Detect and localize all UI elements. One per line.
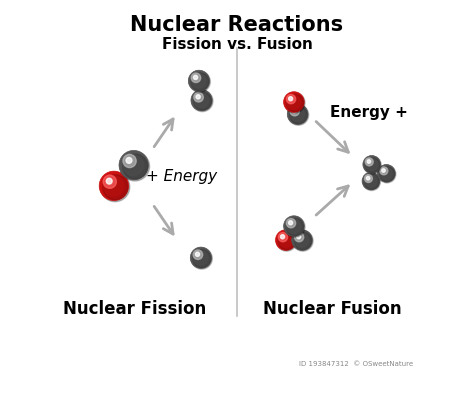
- Circle shape: [123, 154, 136, 168]
- Circle shape: [286, 219, 301, 233]
- Circle shape: [297, 235, 301, 239]
- Circle shape: [287, 104, 308, 124]
- Circle shape: [194, 93, 203, 102]
- Text: Fission vs. Fusion: Fission vs. Fusion: [162, 37, 312, 52]
- Circle shape: [364, 156, 381, 174]
- Circle shape: [378, 165, 396, 183]
- Circle shape: [292, 230, 312, 250]
- Circle shape: [286, 95, 301, 109]
- Circle shape: [289, 221, 292, 225]
- Circle shape: [284, 93, 305, 113]
- Circle shape: [286, 218, 304, 236]
- Circle shape: [191, 73, 206, 88]
- Circle shape: [284, 217, 305, 237]
- Circle shape: [190, 247, 211, 268]
- Circle shape: [196, 95, 201, 99]
- Circle shape: [103, 176, 123, 196]
- Circle shape: [278, 233, 288, 242]
- Text: + Energy: + Energy: [146, 169, 218, 184]
- Circle shape: [193, 75, 198, 79]
- Circle shape: [380, 167, 395, 182]
- Circle shape: [286, 94, 304, 112]
- Circle shape: [126, 158, 132, 163]
- Text: Energy +: Energy +: [330, 105, 408, 120]
- Circle shape: [191, 90, 212, 111]
- Circle shape: [294, 233, 304, 242]
- Circle shape: [286, 219, 296, 228]
- Circle shape: [99, 171, 128, 201]
- Text: Nuclear Fusion: Nuclear Fusion: [263, 300, 402, 318]
- Circle shape: [188, 70, 210, 91]
- Text: dreamstime.com: dreamstime.com: [44, 384, 127, 394]
- Circle shape: [290, 107, 299, 116]
- Circle shape: [193, 92, 211, 110]
- Circle shape: [120, 152, 150, 181]
- Circle shape: [191, 73, 201, 83]
- Circle shape: [103, 175, 128, 200]
- Circle shape: [193, 93, 209, 108]
- Circle shape: [193, 250, 203, 259]
- Circle shape: [363, 173, 381, 190]
- Text: ID 193847312  © OSweetNature: ID 193847312 © OSweetNature: [299, 361, 413, 367]
- Circle shape: [189, 71, 210, 92]
- Circle shape: [103, 175, 117, 188]
- Circle shape: [367, 160, 371, 163]
- Circle shape: [365, 175, 377, 187]
- Circle shape: [292, 109, 296, 113]
- Circle shape: [366, 176, 370, 180]
- Circle shape: [290, 107, 307, 124]
- Circle shape: [365, 158, 377, 170]
- Circle shape: [377, 164, 395, 182]
- Circle shape: [278, 233, 292, 247]
- Circle shape: [193, 250, 208, 265]
- Circle shape: [365, 158, 380, 173]
- Circle shape: [192, 91, 213, 112]
- Circle shape: [365, 175, 373, 182]
- Circle shape: [283, 92, 304, 112]
- Circle shape: [275, 230, 296, 250]
- Circle shape: [365, 158, 373, 166]
- Circle shape: [286, 95, 296, 104]
- Circle shape: [106, 178, 112, 184]
- Circle shape: [191, 73, 209, 91]
- Circle shape: [281, 235, 284, 239]
- Circle shape: [278, 232, 296, 250]
- Circle shape: [288, 105, 309, 125]
- Circle shape: [193, 250, 211, 268]
- Circle shape: [283, 216, 304, 236]
- Circle shape: [365, 174, 379, 190]
- Circle shape: [363, 156, 381, 173]
- Circle shape: [123, 154, 148, 179]
- Circle shape: [100, 172, 130, 202]
- Text: Nuclear Fission: Nuclear Fission: [63, 300, 206, 318]
- Circle shape: [191, 248, 212, 269]
- Circle shape: [289, 97, 292, 101]
- Circle shape: [123, 155, 143, 176]
- Circle shape: [292, 231, 313, 251]
- Circle shape: [195, 252, 200, 257]
- Circle shape: [294, 232, 312, 250]
- Circle shape: [380, 167, 388, 175]
- Circle shape: [290, 107, 304, 121]
- Circle shape: [362, 172, 380, 190]
- Circle shape: [294, 233, 309, 247]
- Circle shape: [382, 169, 385, 172]
- Circle shape: [119, 150, 148, 180]
- Circle shape: [380, 167, 392, 180]
- Circle shape: [276, 231, 297, 251]
- Text: Nuclear Reactions: Nuclear Reactions: [130, 15, 344, 35]
